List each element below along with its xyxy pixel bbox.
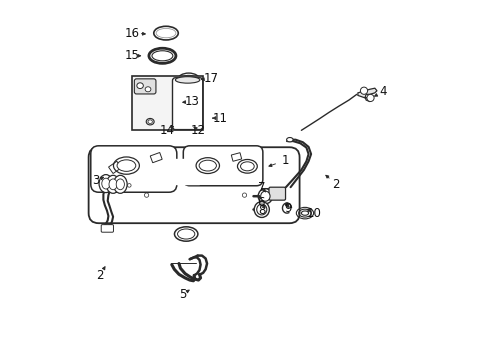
Ellipse shape (116, 179, 124, 190)
FancyBboxPatch shape (91, 146, 177, 192)
Ellipse shape (99, 175, 113, 193)
Ellipse shape (113, 175, 127, 193)
Text: 13: 13 (184, 95, 199, 108)
Text: 17: 17 (203, 72, 219, 85)
Text: 3: 3 (92, 174, 100, 187)
Text: 9: 9 (284, 202, 291, 215)
Bar (108, 161, 121, 174)
Text: 7: 7 (258, 181, 265, 194)
Ellipse shape (286, 138, 292, 142)
Text: 12: 12 (190, 124, 205, 137)
Text: 4: 4 (379, 85, 386, 98)
Text: 8: 8 (258, 204, 265, 217)
Ellipse shape (254, 202, 269, 217)
Bar (132, 76, 203, 130)
Ellipse shape (240, 162, 254, 171)
Bar (231, 153, 241, 161)
FancyBboxPatch shape (183, 146, 263, 186)
Text: 10: 10 (305, 207, 321, 220)
Ellipse shape (148, 120, 152, 123)
Text: 15: 15 (124, 49, 140, 62)
Text: 2: 2 (332, 178, 339, 191)
Text: 5: 5 (179, 288, 186, 301)
Bar (260, 188, 267, 194)
Ellipse shape (153, 26, 178, 40)
Ellipse shape (152, 51, 172, 61)
Ellipse shape (149, 48, 176, 63)
FancyBboxPatch shape (134, 79, 156, 94)
Ellipse shape (256, 204, 266, 215)
Ellipse shape (196, 158, 219, 174)
Text: 6: 6 (256, 196, 264, 209)
Ellipse shape (260, 191, 269, 201)
Polygon shape (357, 88, 376, 102)
Text: 16: 16 (124, 27, 140, 40)
FancyBboxPatch shape (268, 187, 285, 200)
Ellipse shape (113, 157, 139, 174)
Ellipse shape (177, 73, 200, 87)
Ellipse shape (237, 159, 257, 173)
Ellipse shape (175, 77, 200, 83)
FancyBboxPatch shape (101, 225, 113, 232)
Ellipse shape (146, 118, 154, 125)
Ellipse shape (145, 87, 151, 92)
Ellipse shape (174, 227, 198, 241)
FancyBboxPatch shape (88, 147, 299, 223)
Bar (150, 153, 162, 163)
Circle shape (285, 203, 288, 206)
Circle shape (360, 87, 367, 94)
Text: 1: 1 (282, 154, 289, 167)
Text: 2: 2 (96, 269, 103, 282)
Circle shape (366, 94, 373, 102)
Ellipse shape (137, 83, 143, 89)
Ellipse shape (181, 75, 196, 85)
Text: 11: 11 (212, 112, 227, 125)
Ellipse shape (102, 178, 110, 189)
Ellipse shape (109, 179, 117, 190)
Ellipse shape (199, 160, 216, 171)
Ellipse shape (258, 189, 272, 204)
Text: 14: 14 (159, 124, 174, 137)
FancyBboxPatch shape (172, 78, 203, 130)
Ellipse shape (106, 175, 120, 193)
Ellipse shape (117, 160, 136, 171)
Ellipse shape (177, 229, 194, 239)
